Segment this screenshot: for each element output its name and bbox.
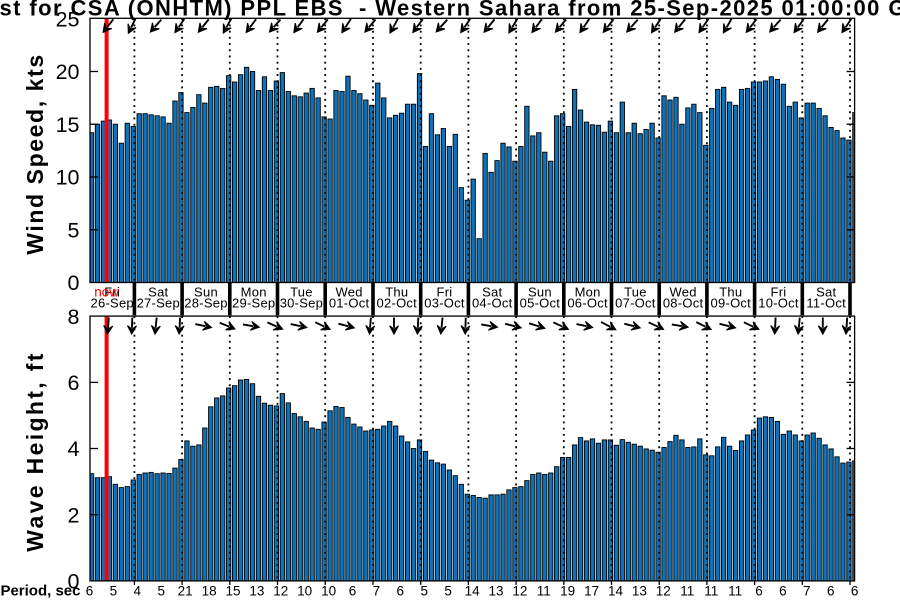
svg-text:7: 7: [373, 584, 381, 599]
svg-text:6: 6: [755, 584, 763, 599]
svg-text:08-Oct: 08-Oct: [663, 295, 704, 310]
svg-text:Sat: Sat: [148, 285, 168, 300]
svg-text:19: 19: [560, 584, 575, 599]
svg-text:25: 25: [56, 7, 80, 31]
svg-text:6: 6: [851, 584, 859, 599]
svg-text:Fri: Fri: [437, 285, 453, 300]
svg-text:Wind Speed, kts: Wind Speed, kts: [22, 53, 48, 254]
svg-text:09-Oct: 09-Oct: [711, 295, 752, 310]
svg-text:12: 12: [512, 584, 527, 599]
svg-text:27-Sep: 27-Sep: [137, 295, 180, 310]
svg-text:Sun: Sun: [528, 285, 552, 300]
svg-text:2: 2: [68, 503, 80, 527]
svg-text:10: 10: [321, 584, 336, 599]
svg-text:15: 15: [225, 584, 240, 599]
svg-text:11: 11: [680, 584, 694, 599]
svg-text:Fri: Fri: [104, 285, 120, 300]
svg-text:5: 5: [444, 584, 452, 599]
svg-text:17: 17: [584, 584, 599, 599]
svg-text:29-Sep: 29-Sep: [232, 295, 275, 310]
svg-text:Sun: Sun: [194, 285, 218, 300]
svg-text:Wave Height, ft: Wave Height, ft: [22, 351, 48, 552]
svg-text:11: 11: [704, 584, 718, 599]
svg-text:01-Oct: 01-Oct: [329, 295, 370, 310]
svg-text:10: 10: [297, 584, 312, 599]
svg-text:Fri: Fri: [771, 285, 787, 300]
svg-text:21: 21: [178, 584, 193, 599]
svg-text:4: 4: [134, 584, 142, 599]
svg-text:6: 6: [349, 584, 357, 599]
svg-text:5: 5: [420, 584, 428, 599]
svg-text:10: 10: [56, 166, 80, 190]
svg-text:Wed: Wed: [335, 285, 362, 300]
svg-text:Tue: Tue: [290, 285, 313, 300]
svg-text:4: 4: [68, 437, 80, 461]
svg-text:Sat: Sat: [482, 285, 502, 300]
svg-text:04-Oct: 04-Oct: [472, 295, 513, 310]
svg-text:11: 11: [728, 584, 742, 599]
svg-text:6: 6: [68, 371, 80, 395]
svg-text:6: 6: [397, 584, 405, 599]
svg-text:18: 18: [202, 584, 217, 599]
svg-text:Thu: Thu: [719, 285, 742, 300]
svg-text:8: 8: [68, 305, 80, 329]
svg-text:7: 7: [803, 584, 811, 599]
svg-text:14: 14: [465, 584, 481, 599]
svg-text:02-Oct: 02-Oct: [377, 295, 418, 310]
svg-text:6: 6: [827, 584, 835, 599]
svg-text:10-Oct: 10-Oct: [758, 295, 799, 310]
svg-text:07-Oct: 07-Oct: [615, 295, 656, 310]
svg-text:0: 0: [68, 570, 80, 594]
svg-text:6: 6: [779, 584, 787, 599]
svg-text:13: 13: [632, 584, 647, 599]
svg-text:5: 5: [110, 584, 118, 599]
svg-text:12: 12: [273, 584, 288, 599]
svg-text:Wed: Wed: [669, 285, 696, 300]
svg-text:12: 12: [656, 584, 671, 599]
svg-text:Period, sec: Period, sec: [0, 583, 80, 600]
svg-text:15: 15: [56, 113, 80, 137]
svg-text:26-Sep: 26-Sep: [90, 295, 133, 310]
svg-text:06-Oct: 06-Oct: [567, 295, 608, 310]
svg-text:11-Oct: 11-Oct: [806, 295, 846, 310]
svg-text:Forecast for CSA (ONHTM) PPL E: Forecast for CSA (ONHTM) PPL EBS - Weste…: [0, 0, 900, 20]
svg-text:0: 0: [68, 271, 80, 295]
svg-text:20: 20: [56, 60, 80, 84]
svg-text:6: 6: [86, 584, 94, 599]
svg-text:Sat: Sat: [816, 285, 836, 300]
svg-text:13: 13: [488, 584, 503, 599]
svg-text:5: 5: [157, 584, 165, 599]
svg-text:Thu: Thu: [385, 285, 408, 300]
svg-text:Tue: Tue: [624, 285, 647, 300]
svg-text:now: now: [94, 285, 119, 300]
svg-text:13: 13: [249, 584, 264, 599]
svg-text:5: 5: [68, 218, 80, 242]
svg-text:30-Sep: 30-Sep: [280, 295, 323, 310]
svg-text:Mon: Mon: [575, 285, 601, 300]
svg-text:28-Sep: 28-Sep: [184, 295, 227, 310]
svg-text:14: 14: [608, 584, 624, 599]
svg-text:11: 11: [537, 584, 551, 599]
svg-text:Mon: Mon: [241, 285, 267, 300]
svg-text:03-Oct: 03-Oct: [424, 295, 465, 310]
svg-text:05-Oct: 05-Oct: [520, 295, 561, 310]
